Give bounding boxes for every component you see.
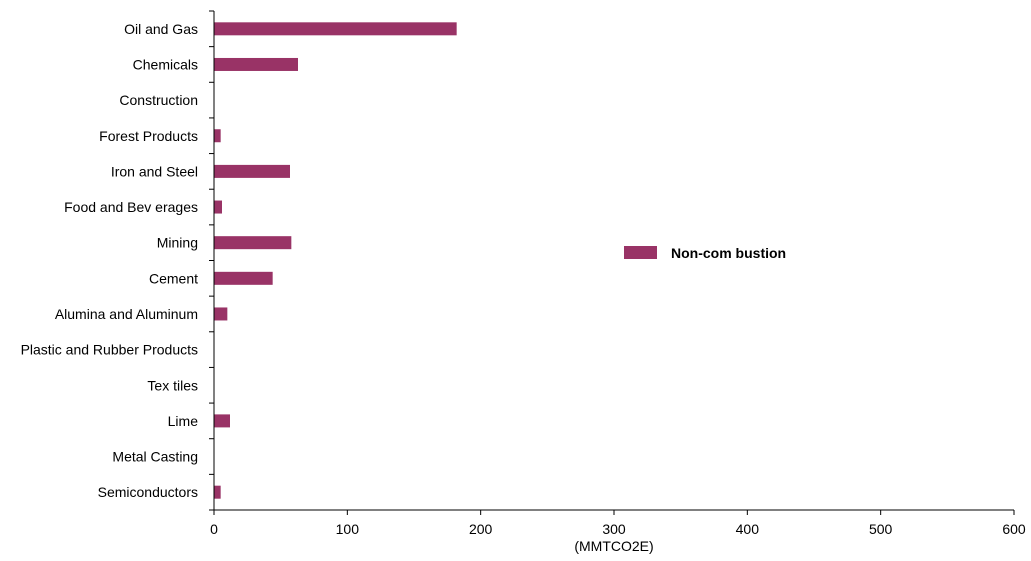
x-tick-label: 300: [602, 521, 626, 537]
category-label: Semiconductors: [98, 484, 198, 500]
bar: [214, 271, 273, 285]
x-tick-label: 200: [469, 521, 493, 537]
bar: [214, 22, 457, 36]
category-label: Oil and Gas: [124, 21, 198, 37]
y-axis-ticks: [209, 10, 214, 511]
category-label: Tex tiles: [147, 377, 198, 393]
bars: [214, 22, 457, 499]
bar: [214, 200, 222, 214]
category-label: Iron and Steel: [111, 163, 198, 179]
x-axis-ticks: 0 100 200 300 400 500 600: [210, 510, 1026, 537]
bar: [214, 414, 230, 428]
x-tick-label: 100: [336, 521, 360, 537]
category-label: Mining: [157, 235, 198, 251]
bar: [214, 485, 221, 499]
legend-swatch: [624, 246, 657, 259]
bar: [214, 164, 290, 178]
category-label: Alumina and Aluminum: [55, 306, 198, 322]
x-tick-label: 500: [869, 521, 893, 537]
x-tick-label: 400: [736, 521, 760, 537]
category-label: Cement: [149, 270, 198, 286]
bar: [214, 307, 228, 321]
category-label: Chemicals: [133, 56, 198, 72]
x-axis-title: (MMTCO2E): [574, 538, 653, 554]
x-tick-label: 0: [210, 521, 218, 537]
category-labels: Oil and Gas Chemicals Construction Forest P…: [21, 21, 199, 500]
category-label: Lime: [168, 413, 199, 429]
bar: [214, 129, 221, 143]
category-label: Forest Products: [99, 128, 198, 144]
bar: [214, 57, 298, 71]
bar: [214, 236, 292, 250]
legend: Non-com bustion: [624, 245, 786, 261]
category-label: Plastic and Rubber Products: [21, 342, 198, 358]
x-tick-label: 600: [1002, 521, 1026, 537]
category-label: Construction: [119, 92, 198, 108]
legend-label: Non-com bustion: [671, 245, 786, 261]
category-label: Metal Casting: [112, 449, 198, 465]
category-label: Food and Bev erages: [64, 199, 198, 215]
